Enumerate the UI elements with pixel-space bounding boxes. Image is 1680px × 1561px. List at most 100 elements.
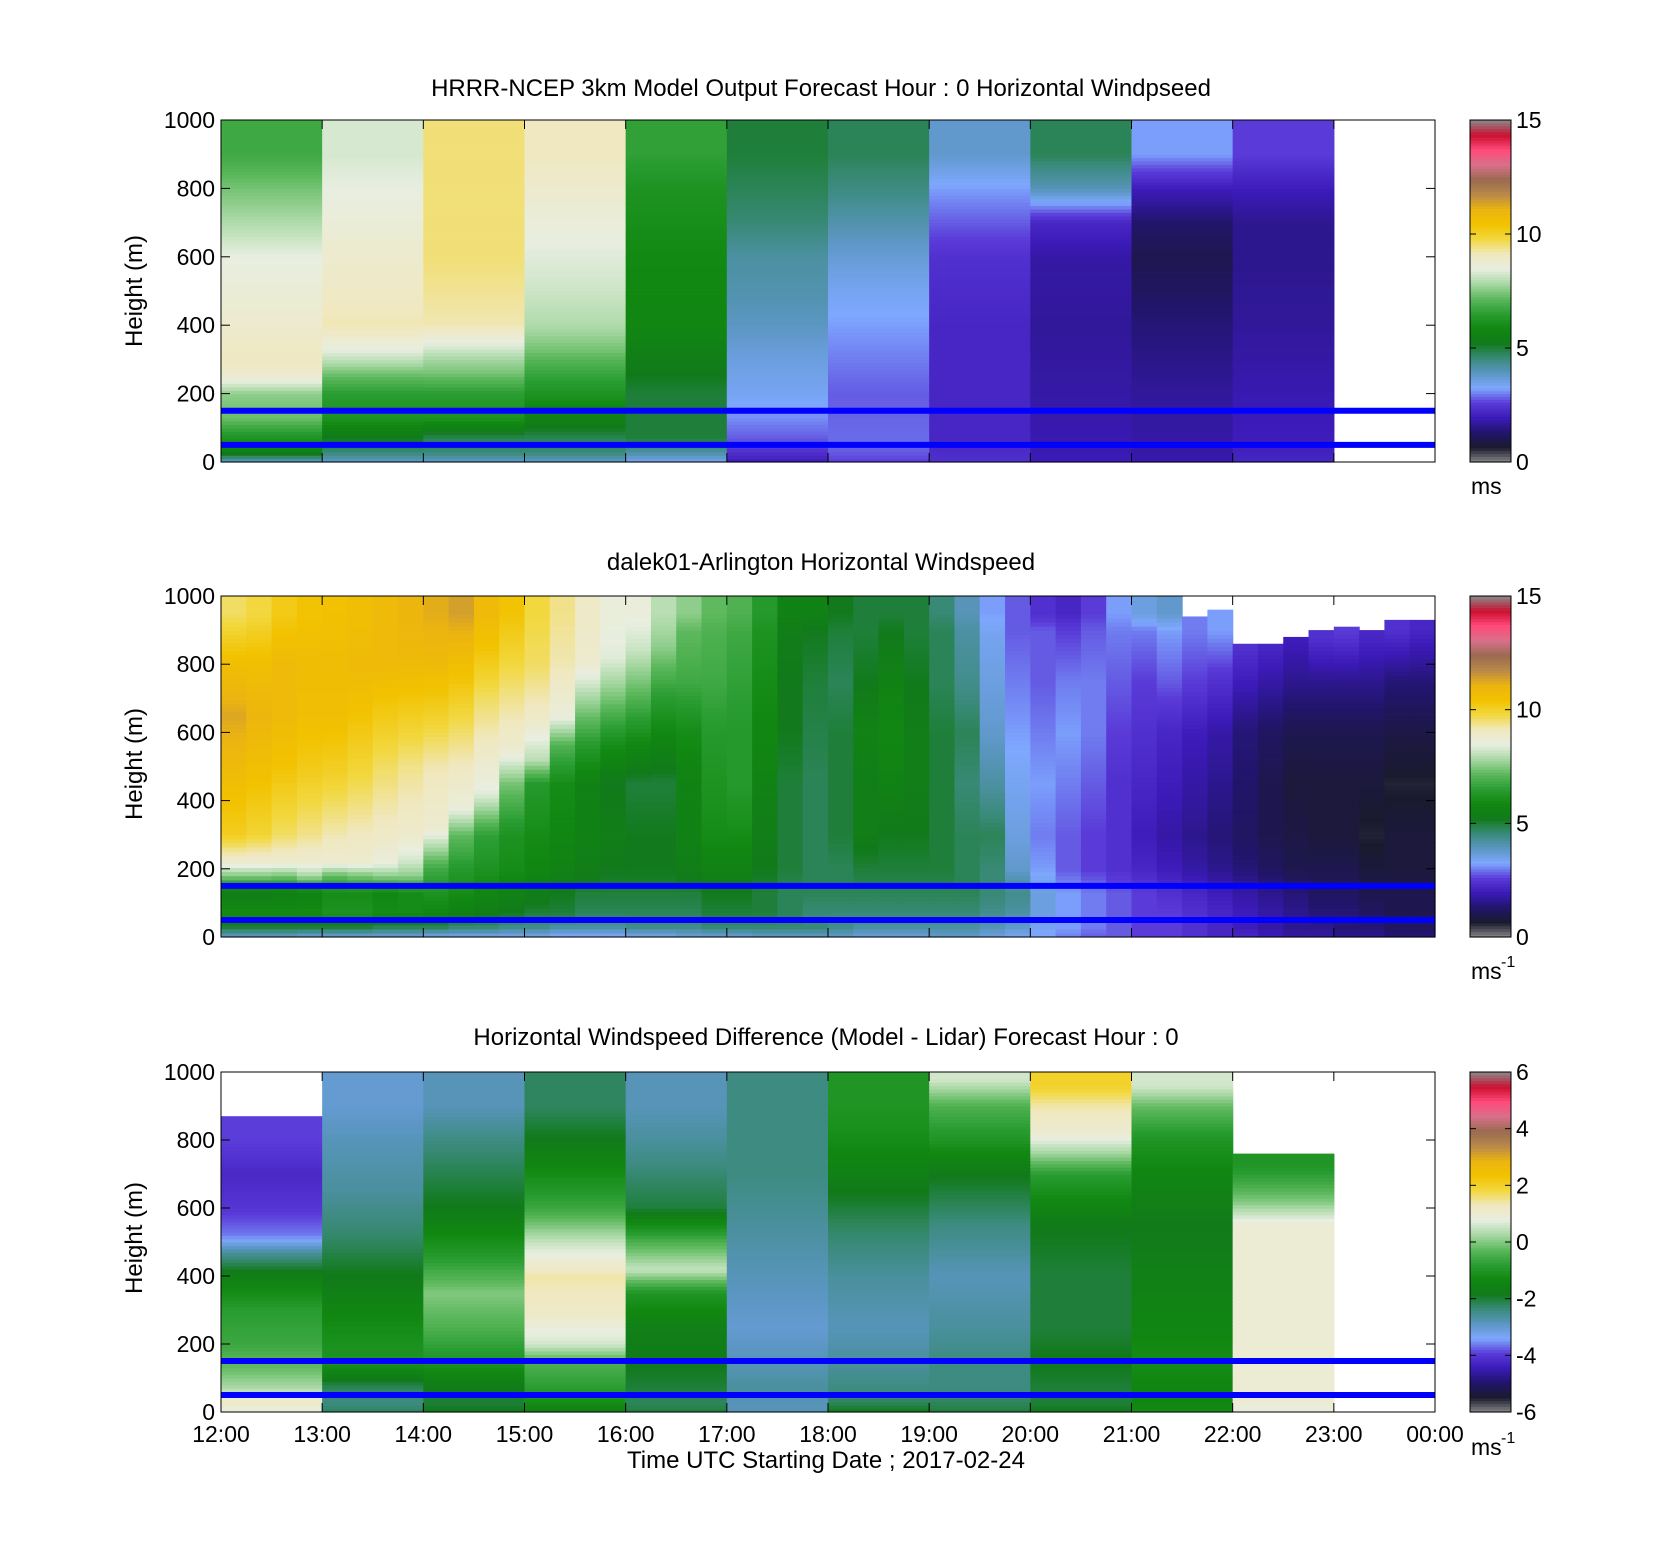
heatmap-cell: [524, 301, 627, 306]
heatmap-cell: [752, 818, 779, 824]
heatmap-cell: [448, 724, 475, 729]
heatmap-cell: [1283, 642, 1310, 648]
colorbar-segment: [1470, 365, 1511, 369]
heatmap-cell: [954, 801, 981, 807]
heatmap-cell: [347, 867, 374, 873]
heatmap-cell: [347, 834, 374, 840]
colorbar-segment: [1470, 293, 1511, 298]
heatmap-cell: [701, 806, 728, 811]
heatmap-cell: [828, 626, 854, 631]
heatmap-cell: [1030, 601, 1057, 607]
heatmap-cell: [524, 777, 551, 783]
heatmap-cell: [448, 851, 475, 856]
heatmap-cell: [322, 308, 424, 313]
heatmap-cell: [1156, 834, 1183, 840]
heatmap-cell: [1030, 924, 1057, 930]
heatmap-cell: [929, 658, 956, 664]
heatmap-cell: [853, 904, 880, 909]
heatmap-cell: [1207, 675, 1234, 680]
heatmap-cell: [398, 761, 424, 766]
heatmap-cell: [423, 596, 450, 598]
heatmap-cell: [878, 740, 905, 746]
heatmap-cell: [903, 924, 930, 930]
y-tick-label: 800: [177, 175, 215, 201]
heatmap-cell: [296, 761, 323, 766]
heatmap-cell: [473, 924, 500, 930]
heatmap-cell: [752, 814, 779, 819]
heatmap-cell: [625, 855, 652, 860]
heatmap-cell: [625, 658, 652, 664]
heatmap-cell: [853, 724, 880, 729]
heatmap-cell: [524, 871, 551, 877]
heatmap-cell: [549, 891, 576, 897]
colorbar-segment: [1470, 328, 1511, 332]
heatmap-cell: [322, 369, 424, 374]
heatmap-cell: [1232, 236, 1335, 241]
heatmap-cell: [929, 222, 1031, 227]
heatmap-cell: [828, 756, 854, 762]
heatmap-cell: [929, 650, 956, 656]
heatmap-cell: [650, 679, 677, 684]
heatmap-cell: [954, 675, 981, 680]
heatmap-cell: [524, 789, 551, 795]
heatmap-cell: [1080, 740, 1107, 746]
heatmap-cell: [423, 178, 526, 183]
heatmap-cell: [1257, 720, 1284, 725]
heatmap-cell: [322, 671, 349, 676]
heatmap-cell: [625, 879, 652, 885]
heatmap-cell: [1080, 896, 1107, 901]
heatmap-cell: [878, 679, 905, 684]
heatmap-cell: [1156, 924, 1183, 930]
heatmap-cell: [828, 887, 854, 893]
heatmap-cell: [221, 716, 247, 721]
heatmap-cell: [1030, 232, 1133, 237]
heatmap-cell: [271, 924, 298, 930]
colorbar-segment: [1470, 413, 1511, 417]
heatmap-cell: [372, 617, 399, 623]
heatmap-cell: [575, 834, 601, 840]
heatmap-cell: [322, 414, 424, 419]
heatmap-cell: [752, 781, 779, 787]
heatmap-cell: [246, 671, 273, 676]
heatmap-cell: [929, 355, 1031, 360]
heatmap-cell: [1283, 867, 1310, 873]
heatmap-cell: [246, 928, 273, 934]
heatmap-cell: [246, 646, 273, 652]
heatmap-cell: [929, 744, 956, 750]
heatmap-cell: [246, 777, 273, 783]
heatmap-cell: [423, 887, 450, 893]
heatmap-column: [347, 596, 374, 938]
heatmap-cell: [676, 781, 703, 787]
heatmap-cell: [1030, 875, 1057, 881]
heatmap-cell: [650, 621, 677, 627]
heatmap-cell: [1182, 777, 1208, 783]
heatmap-cell: [246, 801, 273, 807]
heatmap-cell: [1232, 900, 1259, 905]
heatmap-cell: [221, 260, 323, 265]
heatmap-cell: [726, 679, 753, 684]
heatmap-cell: [726, 137, 829, 142]
heatmap-cell: [929, 420, 1031, 425]
heatmap-cell: [524, 859, 551, 864]
heatmap-cell: [1308, 642, 1335, 648]
heatmap-cell: [802, 605, 829, 611]
heatmap-cell: [398, 793, 424, 799]
heatmap-cell: [979, 609, 1006, 615]
heatmap-cell: [1257, 769, 1284, 774]
heatmap-cell: [625, 662, 652, 668]
heatmap-cell: [549, 781, 576, 787]
heatmap-cell: [625, 626, 652, 631]
heatmap-cell: [979, 756, 1006, 762]
heatmap-cell: [1030, 236, 1133, 241]
heatmap-cell: [322, 383, 424, 388]
heatmap-cell: [296, 740, 323, 746]
heatmap-cell: [1005, 740, 1031, 746]
heatmap-cell: [625, 140, 728, 145]
heatmap-cell: [853, 695, 880, 701]
heatmap-cell: [726, 908, 753, 914]
heatmap-cell: [625, 321, 728, 326]
heatmap-cell: [1055, 728, 1082, 733]
heatmap-cell: [853, 797, 880, 803]
heatmap-cell: [246, 752, 273, 758]
heatmap-cell: [979, 683, 1006, 688]
